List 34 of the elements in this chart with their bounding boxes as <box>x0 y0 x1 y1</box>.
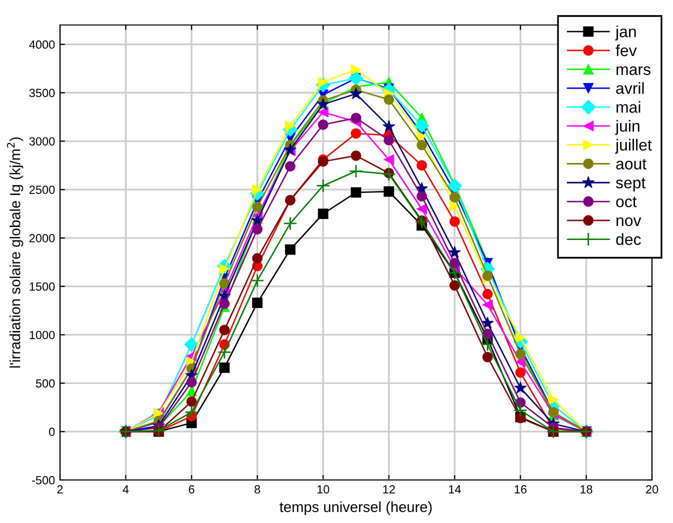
y-tick-label: -500 <box>32 476 55 484</box>
y-tick-label: 2500 <box>29 186 55 194</box>
y-tick-label: 3000 <box>29 137 55 146</box>
x-tick-label: 16 <box>514 485 526 494</box>
legend-label: juin <box>615 120 640 135</box>
y-tick-label: 0 <box>49 428 55 436</box>
legend-label: sept <box>616 178 646 192</box>
legend-label: mai <box>616 101 640 113</box>
y-tick-label: 4000 <box>29 40 55 49</box>
legend-label: nov <box>616 217 642 226</box>
legend-label: aout <box>616 159 646 170</box>
legend-label: oct <box>616 196 637 208</box>
y-axis-title: l'irradiation solaire globale Ig (kj/m$^{2}$) <box>6 138 24 368</box>
legend-label: fev <box>616 44 637 56</box>
y-tick-label: 1000 <box>30 330 55 340</box>
x-tick-label: 4 <box>122 485 129 494</box>
x-tick-label: 20 <box>646 485 658 494</box>
legend-label: avril <box>616 82 644 94</box>
legend-label: mars <box>616 66 650 76</box>
x-tick-label: 8 <box>254 485 260 494</box>
x-tick-label: 2 <box>57 485 63 494</box>
y-tick-label: 3500 <box>29 88 55 98</box>
x-tick-label: 6 <box>188 485 194 494</box>
x-tick-label: 14 <box>449 485 461 494</box>
x-tick-label: 10 <box>317 485 330 494</box>
legend-label: dec <box>616 233 641 246</box>
y-tick-label: 500 <box>36 379 55 388</box>
x-axis-title: temps universel (heure) <box>280 501 432 516</box>
legend-label: jan <box>615 26 636 40</box>
y-tick-label: 2000 <box>29 234 55 242</box>
x-tick-label: 12 <box>383 485 395 494</box>
x-tick-label: 18 <box>580 485 592 494</box>
legend-label: juillet <box>615 138 652 154</box>
y-tick-label: 1500 <box>30 282 55 291</box>
